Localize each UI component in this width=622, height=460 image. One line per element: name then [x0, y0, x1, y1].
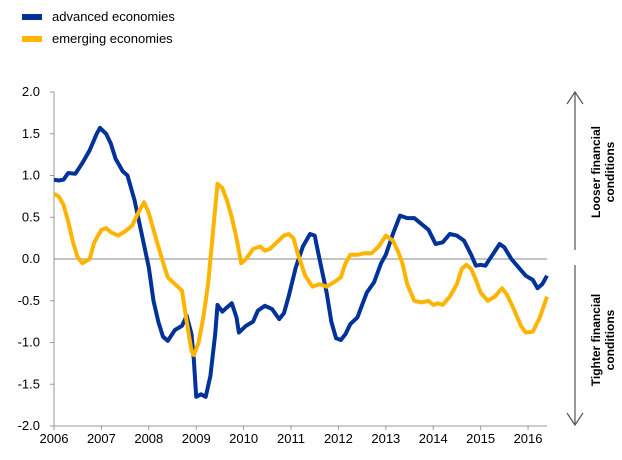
x-tick-label: 2012: [324, 431, 353, 446]
y-tick-label: 0.5: [22, 209, 40, 224]
x-tick-label: 2009: [182, 431, 211, 446]
y-tick-label: 1.0: [22, 168, 40, 183]
x-tick-label: 2013: [371, 431, 400, 446]
y-tick-label: 1.5: [22, 126, 40, 141]
y-tick-label: -2.0: [18, 418, 40, 433]
y-tick-label: -1.5: [18, 376, 40, 391]
annotation: Tighter financial: [589, 294, 603, 386]
right-arrows: [566, 90, 584, 427]
x-tick-label: 2015: [466, 431, 495, 446]
annotation: conditions: [603, 141, 617, 202]
x-tick-label: 2007: [87, 431, 116, 446]
x-tick-label: 2011: [277, 431, 305, 446]
y-tick-label: 0.0: [22, 251, 40, 266]
annotation: conditions: [603, 309, 617, 370]
y-tick-label: 2.0: [22, 84, 40, 99]
legend-label: emerging economies: [52, 31, 173, 46]
legend-swatch: [22, 36, 42, 42]
x-tick-label: 2006: [40, 431, 69, 446]
y-tick-label: -0.5: [18, 293, 40, 308]
x-tick-label: 2016: [514, 431, 543, 446]
y-tick-label: -1.0: [18, 335, 40, 350]
legend-label: advanced economies: [52, 9, 175, 24]
x-tick-label: 2008: [134, 431, 163, 446]
x-tick-label: 2010: [229, 431, 258, 446]
legend-swatch: [22, 14, 42, 20]
x-tick-label: 2014: [419, 431, 448, 446]
annotation: Looser financial: [589, 126, 603, 218]
series-line: [53, 181, 549, 357]
